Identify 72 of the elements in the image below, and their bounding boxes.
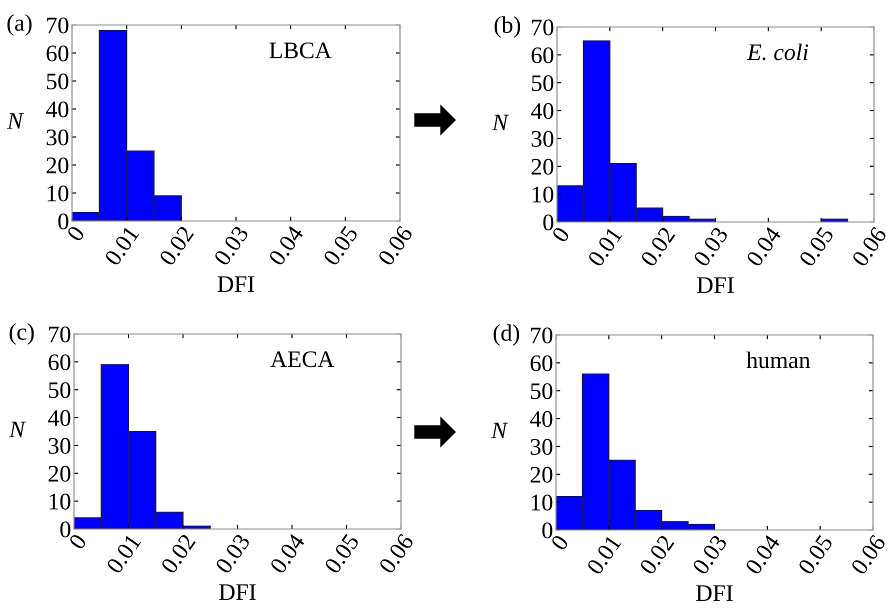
x-tick-label: 0.06: [851, 226, 888, 268]
annotation: E. coli: [746, 44, 808, 60]
x-tick-label: 0.03: [692, 226, 729, 268]
y-axis-title: N: [7, 113, 24, 129]
x-tick-label: 0.02: [158, 225, 194, 266]
y-tick-label: 0: [542, 522, 552, 538]
x-axis-title: DFI: [218, 276, 254, 292]
x-tick-label: 0.03: [214, 532, 251, 574]
chart-title: (a): [7, 14, 32, 36]
x-tick-label: 0.04: [746, 225, 782, 268]
y-tick-label: 50: [46, 73, 68, 90]
y-axis-title: N: [491, 422, 508, 438]
y-tick-label: 30: [48, 438, 70, 454]
y-tick-label: 10: [48, 185, 68, 202]
x-tick-label: 0.06: [377, 224, 414, 266]
y-tick-label: 50: [532, 75, 554, 92]
x-tick-label: 0.02: [639, 534, 675, 576]
y-tick-label: 30: [532, 130, 554, 147]
y-tick-label: 40: [531, 103, 554, 119]
y-tick-label: 60: [46, 45, 68, 62]
y-tick-label: 20: [530, 466, 552, 483]
x-axis-title: DFI: [696, 585, 733, 601]
x-tick-label: 0.04: [744, 533, 781, 576]
y-tick-label: 20: [532, 158, 554, 175]
chart-title: (b): [494, 16, 520, 38]
y-tick-label: 30: [46, 129, 68, 146]
y-tick-label: 10: [532, 186, 554, 203]
x-tick-label: 0.01: [104, 225, 140, 266]
x-tick-label: 0.01: [586, 534, 622, 576]
y-tick-label: 60: [48, 354, 70, 370]
x-tick-label: 0.06: [378, 532, 414, 574]
y-axis-title: N: [492, 114, 510, 130]
y-tick-label: 0: [60, 521, 70, 538]
x-tick-label: 0.05: [322, 224, 358, 266]
x-tick-label: 0.05: [798, 226, 834, 268]
x-tick-label: 0.06: [850, 534, 886, 576]
y-tick-label: 60: [530, 355, 552, 372]
x-tick-label: 0.02: [160, 533, 196, 574]
y-tick-label: 70: [47, 17, 68, 34]
x-tick-label: 0.04: [269, 532, 306, 574]
y-tick-label: 50: [48, 382, 70, 398]
x-tick-label: 0.03: [213, 224, 250, 266]
x-tick-label: 0.03: [692, 534, 728, 576]
y-tick-label: 20: [46, 157, 68, 174]
x-tick-label: 0.01: [106, 533, 142, 574]
chart-title: (d): [494, 324, 520, 346]
y-tick-label: 10: [50, 494, 70, 510]
y-tick-label: 0: [543, 214, 554, 230]
x-tick-label: 0.05: [324, 532, 360, 574]
y-tick-label: 10: [532, 494, 552, 511]
y-tick-label: 70: [49, 326, 70, 342]
y-tick-label: 30: [530, 438, 552, 455]
y-axis-title: N: [9, 422, 26, 438]
annotation: LBCA: [269, 42, 332, 58]
x-tick-label: 0.05: [798, 534, 834, 576]
y-tick-label: 40: [48, 410, 70, 426]
y-tick-label: 40: [530, 411, 552, 427]
y-tick-label: 50: [530, 383, 552, 400]
y-tick-label: 60: [532, 47, 554, 64]
y-tick-label: 70: [532, 19, 554, 36]
chart-title: (c): [10, 323, 34, 345]
annotation: human: [746, 352, 810, 368]
x-tick-label: 0.02: [640, 226, 676, 268]
y-tick-label: 0: [58, 213, 68, 230]
annotation: AECA: [270, 351, 334, 368]
x-tick-label: 0.01: [587, 226, 623, 268]
y-tick-label: 70: [531, 327, 552, 344]
x-tick-label: 0.04: [268, 224, 304, 266]
y-tick-label: 20: [48, 466, 70, 482]
x-axis-title: DFI: [697, 277, 734, 293]
x-axis-title: DFI: [219, 584, 256, 600]
y-tick-label: 40: [46, 101, 68, 118]
